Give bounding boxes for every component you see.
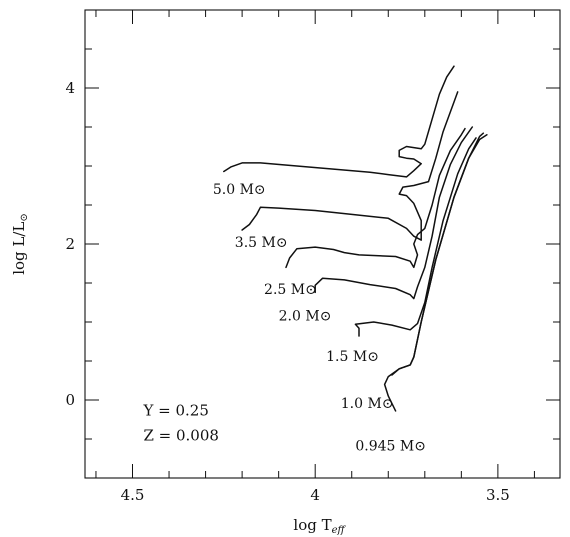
x-tick-label: 3.5 <box>486 486 510 504</box>
y-tick-label: 0 <box>65 391 75 409</box>
composition-y: Y = 0.25 <box>142 402 208 420</box>
track-mass-label: 1.0 M⊙ <box>341 396 394 412</box>
tick-labels: 4.5 4 3.5 0 2 4 <box>65 79 509 504</box>
track-line <box>223 65 455 178</box>
axis-ticks <box>85 10 560 478</box>
track-line <box>314 126 474 300</box>
track-labels: 5.0 M⊙ 3.5 M⊙ 2.5 M⊙ 2.0 M⊙ 1.5 M⊙ 1.0 M⊙ 0.94… <box>213 182 426 455</box>
track-line <box>285 127 466 269</box>
y-axis-label: log L/L⊙ <box>10 213 30 275</box>
composition-annotations: Y = 0.25 Z = 0.008 <box>142 402 218 445</box>
track-mass-label: 2.5 M⊙ <box>264 282 317 298</box>
evolutionary-tracks <box>223 65 488 412</box>
track-mass-label: 5.0 M⊙ <box>213 182 266 198</box>
x-axis-label: log Teff <box>293 516 346 536</box>
track-line <box>383 134 488 412</box>
track-line <box>241 91 459 241</box>
y-tick-label: 2 <box>65 235 75 253</box>
x-tick-label: 4.5 <box>121 486 145 504</box>
x-tick-label: 4 <box>310 486 320 504</box>
track-mass-label: 1.5 M⊙ <box>326 349 379 365</box>
track-mass-label: 3.5 M⊙ <box>235 235 288 251</box>
track-mass-label: 0.945 M⊙ <box>355 439 426 455</box>
y-tick-label: 4 <box>65 79 75 97</box>
track-mass-label: 2.0 M⊙ <box>279 308 332 324</box>
track-line <box>354 137 477 337</box>
composition-z: Z = 0.008 <box>143 427 218 445</box>
